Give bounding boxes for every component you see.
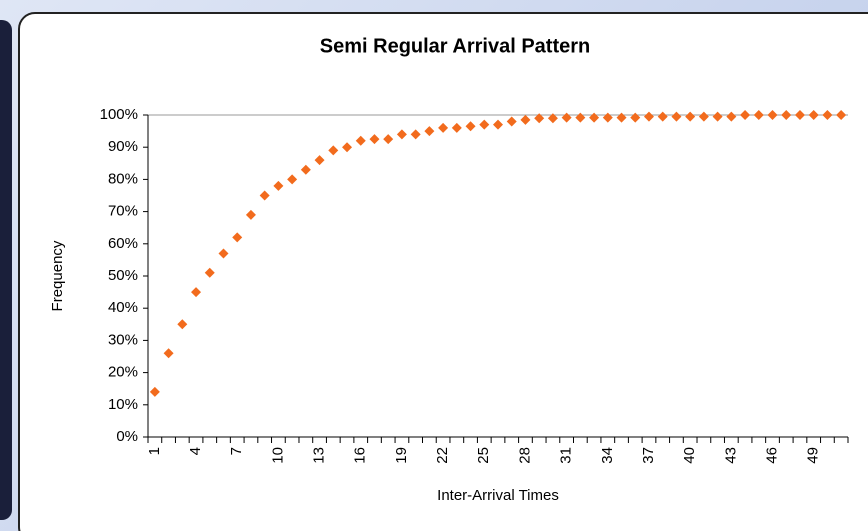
point [369, 134, 380, 145]
chart-title: Semi Regular Arrival Pattern [320, 35, 590, 57]
point [547, 113, 558, 124]
x-tick-label: 4 [187, 447, 204, 455]
point [561, 112, 572, 123]
point [808, 110, 819, 120]
point [232, 232, 243, 243]
y-tick-label: 60% [108, 235, 138, 252]
point [424, 126, 435, 137]
point [245, 209, 256, 220]
y-tick-label: 10% [108, 396, 138, 413]
point [204, 267, 215, 278]
point [493, 119, 503, 130]
x-tick-label: 31 [558, 447, 575, 464]
point [355, 135, 366, 146]
point [163, 348, 174, 359]
point [314, 155, 325, 166]
x-tick-label: 34 [599, 447, 616, 464]
point [149, 386, 160, 397]
x-tick-label: 37 [640, 447, 657, 464]
point [643, 111, 654, 122]
y-axis-label: Frequency [49, 240, 66, 311]
point [300, 164, 311, 175]
point [287, 174, 298, 185]
point [479, 119, 490, 130]
point [698, 111, 709, 122]
x-axis-label: Inter-Arrival Times [437, 487, 559, 504]
point [465, 121, 476, 132]
y-tick-label: 0% [116, 428, 138, 445]
point [451, 122, 462, 133]
y-tick-label: 70% [108, 203, 138, 220]
x-tick-label: 46 [763, 447, 780, 464]
x-tick-label: 25 [475, 447, 492, 464]
x-tick-label: 19 [393, 447, 410, 464]
point [836, 110, 847, 120]
point [273, 180, 284, 191]
y-tick-label: 40% [108, 299, 138, 316]
x-tick-label: 40 [681, 447, 698, 464]
point [191, 287, 202, 298]
point [506, 116, 517, 127]
x-tick-label: 7 [228, 447, 245, 455]
point [438, 122, 449, 133]
point [630, 112, 641, 123]
x-tick-label: 22 [434, 447, 451, 464]
x-tick-label: 1 [146, 447, 163, 455]
x-tick-label: 43 [722, 447, 739, 464]
y-tick-label: 80% [108, 170, 138, 187]
side-panel [0, 20, 12, 520]
point [712, 111, 723, 122]
point [671, 111, 682, 122]
point [534, 113, 545, 124]
point [822, 110, 833, 120]
point [383, 134, 394, 145]
x-tick-label: 16 [352, 447, 369, 464]
y-tick-label: 30% [108, 331, 138, 348]
point [342, 142, 353, 153]
point [685, 111, 696, 122]
point [410, 129, 421, 140]
x-tick-label: 10 [269, 447, 286, 464]
point [726, 111, 737, 122]
point [218, 248, 229, 259]
y-tick-label: 100% [100, 106, 138, 123]
x-tick-label: 13 [311, 447, 328, 464]
y-tick-label: 90% [108, 138, 138, 155]
point [602, 112, 613, 123]
point [794, 110, 805, 120]
chart-panel [18, 12, 868, 531]
point [589, 112, 600, 123]
point [259, 190, 270, 201]
point [767, 110, 778, 120]
y-tick-label: 20% [108, 364, 138, 381]
point [753, 110, 764, 120]
x-tick-label: 28 [516, 447, 533, 464]
y-tick-label: 50% [108, 267, 138, 284]
point [575, 112, 586, 123]
point [781, 110, 792, 120]
point [657, 111, 668, 122]
point [396, 129, 407, 140]
point [740, 110, 751, 120]
point [328, 145, 339, 156]
point [520, 114, 531, 125]
point [177, 319, 188, 330]
point [616, 112, 627, 123]
x-tick-label: 49 [805, 447, 822, 464]
